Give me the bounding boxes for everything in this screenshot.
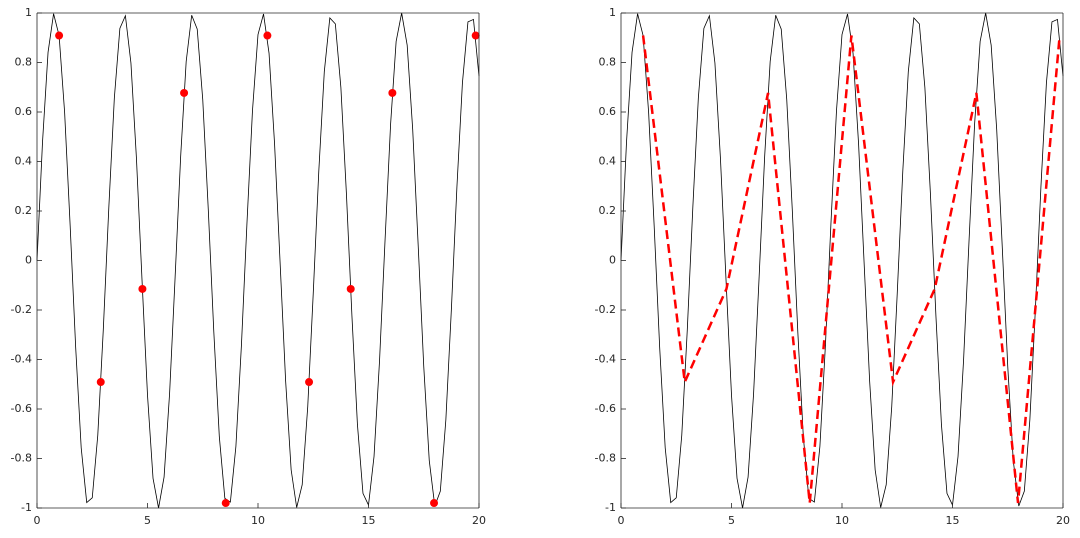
y-tick-label: 0.4	[599, 155, 617, 168]
x-tick-label: 20	[472, 514, 486, 527]
marker	[305, 378, 314, 387]
marker	[221, 499, 230, 508]
y-tick-label: -0.2	[595, 303, 616, 316]
axes: 0 5 10 15 20 -1 -0.8 -0.6 -0.4 -0.2 0 0.2 0.4 0.6 0.8 1	[11, 6, 486, 527]
x-tick-label: 15	[362, 514, 376, 527]
y-tick-label: -0.4	[595, 353, 616, 366]
x-tick-label: 15	[946, 514, 960, 527]
y-tick-label: -0.6	[595, 402, 616, 415]
y-tick-label: -0.6	[11, 402, 32, 415]
axes: 0 5 10 15 20 -1 -0.8 -0.6 -0.4 -0.2 0 0.2 0.4 0.6 0.8 1	[595, 6, 1070, 527]
y-tick-label: 0.2	[15, 204, 33, 217]
y-tick-label: 1	[609, 6, 616, 19]
y-tick-label: 1	[25, 6, 32, 19]
x-tick-label: 10	[251, 514, 265, 527]
curve	[620, 12, 1064, 509]
marker	[263, 31, 272, 40]
marker	[430, 499, 439, 508]
marker	[388, 88, 397, 97]
x-tick-label: 20	[1056, 514, 1070, 527]
y-tick-label: 0.8	[599, 56, 617, 69]
y-tick-label: 0	[609, 254, 616, 267]
dashed-line	[641, 35, 1061, 504]
x-tick-label: 0	[618, 514, 625, 527]
x-tick-label: 10	[835, 514, 849, 527]
y-tick-label: 0.6	[15, 105, 33, 118]
y-tick-label: -0.2	[11, 303, 32, 316]
y-tick-label: -0.8	[595, 452, 616, 465]
marker	[346, 284, 355, 293]
y-tick-label: 0.8	[15, 56, 33, 69]
y-tick-label: -0.8	[11, 452, 32, 465]
y-tick-label: 0.2	[599, 204, 617, 217]
y-tick-label: -1	[605, 501, 616, 514]
marker	[96, 378, 105, 387]
y-tick-label: -0.4	[11, 353, 32, 366]
y-tick-label: 0.4	[15, 155, 33, 168]
marker	[180, 88, 189, 97]
y-tick-label: 0	[25, 254, 32, 267]
x-tick-label: 5	[144, 514, 151, 527]
y-tick-label: -1	[21, 501, 32, 514]
x-tick-label: 0	[34, 514, 41, 527]
marker	[138, 284, 147, 293]
curve	[36, 12, 480, 509]
x-tick-label: 5	[728, 514, 735, 527]
marker	[471, 31, 480, 40]
y-tick-label: 0.6	[599, 105, 617, 118]
marker	[55, 31, 64, 40]
